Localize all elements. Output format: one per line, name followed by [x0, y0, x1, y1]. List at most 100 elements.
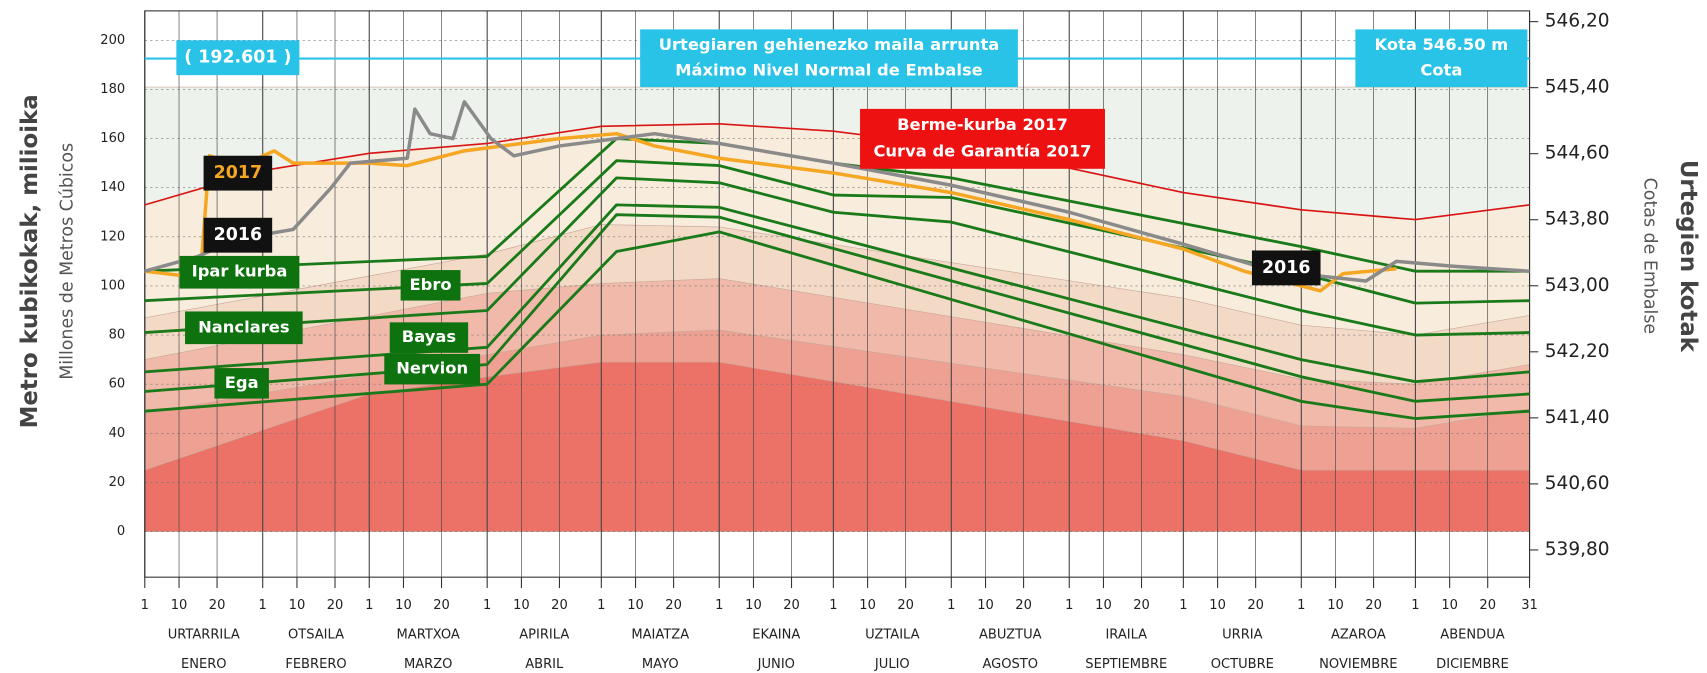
series-line: [144, 123, 1530, 221]
month-label-es: FEBRERO: [285, 657, 346, 672]
x-tick-label: 20: [783, 598, 800, 613]
y-tick-label: 20: [109, 475, 126, 490]
y-tick-label: 120: [100, 229, 125, 244]
month-label-es: SEPTIEMBRE: [1085, 657, 1167, 672]
x-tick-label: 1: [259, 598, 267, 613]
month-label-eu: OTSAILA: [288, 627, 344, 642]
month-label-es: OCTUBRE: [1211, 657, 1274, 672]
month-label-eu: URTARRILA: [168, 627, 240, 642]
y-tick-label: 200: [100, 33, 125, 48]
x-tick-label: 10: [1095, 598, 1112, 613]
x-tick-label: 1: [365, 598, 373, 613]
x-tick-label: 1: [829, 598, 837, 613]
series-label: Nanclares: [198, 317, 289, 336]
max-level-label-box: [176, 40, 300, 76]
month-label-eu: EKAINA: [752, 627, 800, 642]
x-tick-label: 20: [433, 598, 450, 613]
x-tick-label: 1: [1297, 598, 1305, 613]
x-tick-label: 1: [597, 598, 605, 613]
month-label-es: JULIO: [874, 657, 910, 672]
month-label-eu: MAIATZA: [631, 627, 689, 642]
x-tick-label: 10: [171, 598, 188, 613]
y-tick-label: 140: [100, 180, 125, 195]
x-tick-label: 20: [1247, 598, 1264, 613]
x-tick-label: 1: [483, 598, 491, 613]
x-tick-label: 1: [715, 598, 723, 613]
series-label-box: [384, 353, 481, 385]
y-tick-label: 100: [100, 278, 125, 293]
y2-axis-subtitle: Cotas de Embalse: [1639, 178, 1659, 335]
month-label-es: NOVIEMBRE: [1319, 657, 1397, 672]
series-line: [144, 176, 1530, 337]
series-label-box: [389, 322, 469, 353]
y-tick-label: 80: [109, 328, 126, 343]
x-tick-label: 20: [1479, 598, 1496, 613]
max-level-label: ( 192.601 ): [184, 48, 291, 68]
x-tick-label: 1: [947, 598, 955, 613]
y2-tick-label: 545,40: [1545, 77, 1610, 98]
max-level-annotation: Urtegiaren gehienezko maila arrunta: [659, 35, 1000, 54]
series-label-box: [203, 217, 273, 253]
guarantee-label: Curva de Garantía 2017: [873, 142, 1091, 161]
cota-annotation: Cota: [1420, 61, 1462, 80]
series-line: [144, 203, 1530, 384]
series-line: [144, 213, 1530, 403]
x-tick-label: 10: [1327, 598, 1344, 613]
x-tick-label: 20: [665, 598, 682, 613]
y2-tick-label: 540,60: [1545, 473, 1610, 494]
y-axis-title: Metro kubikokak, milioika: [17, 94, 43, 428]
y2-tick-label: 546,20: [1545, 11, 1610, 32]
x-tick-label: 10: [513, 598, 530, 613]
guarantee-label-box: [860, 108, 1105, 169]
cota-annotation: Kota 546.50 m: [1374, 35, 1508, 54]
series-label: 2017: [214, 163, 262, 183]
x-tick-label: 20: [1365, 598, 1382, 613]
x-tick-label: 20: [897, 598, 914, 613]
month-label-eu: MARTXOA: [397, 627, 460, 642]
x-tick-label: 10: [627, 598, 644, 613]
x-tick-label: 20: [1133, 598, 1150, 613]
x-tick-label: 10: [395, 598, 412, 613]
series-label: 2016: [1262, 258, 1310, 278]
y-tick-label: 40: [109, 426, 126, 441]
max-level-annotation-box: [640, 29, 1018, 88]
x-tick-label: 1: [1065, 598, 1073, 613]
series-label: Nervion: [396, 359, 468, 378]
month-label-eu: ABENDUA: [1440, 627, 1504, 642]
series-label-box: [1251, 250, 1321, 286]
guarantee-label: Berme-kurba 2017: [897, 115, 1068, 134]
y2-tick-label: 543,00: [1545, 275, 1610, 296]
month-label-es: ENERO: [181, 657, 227, 672]
x-tick-label: 10: [745, 598, 762, 613]
month-label-eu: URRIA: [1222, 627, 1263, 642]
x-tick-label: 31: [1521, 598, 1538, 613]
series-label-box: [179, 255, 300, 289]
y2-tick-label: 541,40: [1545, 407, 1610, 428]
y-tick-label: 160: [100, 131, 125, 146]
plot-frame: [144, 10, 1531, 578]
x-tick-label: 10: [859, 598, 876, 613]
series-label: Ega: [225, 373, 259, 392]
y2-tick-label: 542,20: [1545, 341, 1610, 362]
month-label-eu: UZTAILA: [865, 627, 920, 642]
y-axis-subtitle: Millones de Metros Cúbicos: [57, 143, 77, 380]
y2-axis-title: Urtegien kotak: [1675, 160, 1701, 353]
x-tick-label: 20: [551, 598, 568, 613]
x-tick-label: 10: [1441, 598, 1458, 613]
month-label-eu: IRAILA: [1105, 627, 1147, 642]
month-label-es: AGOSTO: [982, 657, 1038, 672]
x-tick-label: 1: [1411, 598, 1419, 613]
x-tick-label: 20: [1015, 598, 1032, 613]
series-label: Bayas: [402, 327, 456, 346]
x-tick-label: 10: [1209, 598, 1226, 613]
y-tick-label: 180: [100, 82, 125, 97]
series-label: Ipar kurba: [192, 262, 288, 281]
series-label-box: [203, 155, 273, 191]
month-label-eu: AZAROA: [1331, 627, 1386, 642]
x-tick-label: 10: [977, 598, 994, 613]
x-tick-label: 1: [141, 598, 149, 613]
month-label-es: ABRIL: [525, 657, 564, 672]
y-tick-label: 0: [117, 524, 125, 539]
y2-tick-label: 544,60: [1545, 143, 1610, 164]
